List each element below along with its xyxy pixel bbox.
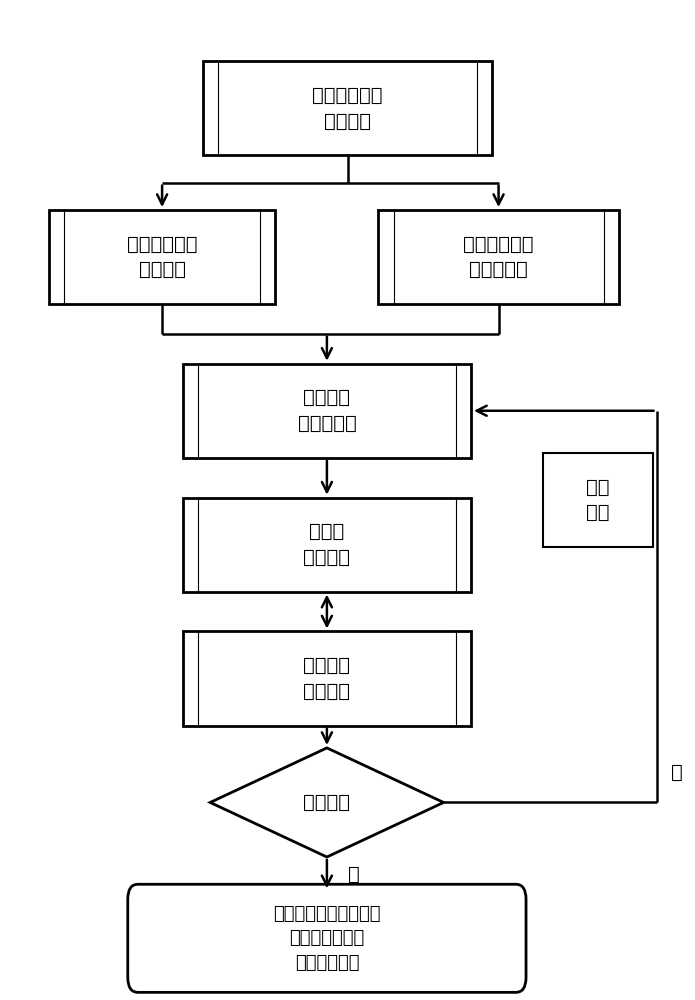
Text: 建立标准模型数据库，
形成气缸套优化
设计标准流程: 建立标准模型数据库， 形成气缸套优化 设计标准流程 (273, 905, 381, 972)
Text: 结构强度
刚度校核: 结构强度 刚度校核 (304, 656, 350, 701)
Bar (204, 61, 491, 155)
Bar (183, 498, 471, 592)
Text: 结构
优化: 结构 优化 (587, 478, 610, 522)
Text: 关键部位特征
数据采集: 关键部位特征 数据采集 (312, 86, 383, 131)
Bar (378, 210, 619, 304)
Text: 模型关键
尺寸参数化: 模型关键 尺寸参数化 (297, 388, 357, 433)
Text: 否: 否 (671, 763, 683, 782)
Bar (543, 453, 653, 547)
Bar (183, 364, 471, 458)
Text: 是: 是 (348, 865, 360, 884)
FancyBboxPatch shape (128, 884, 526, 992)
Polygon shape (210, 748, 443, 857)
Text: 计算机辅助参
数化建模: 计算机辅助参 数化建模 (127, 235, 197, 279)
Text: 满足要求: 满足要求 (304, 793, 350, 812)
Bar (49, 210, 275, 304)
Bar (183, 631, 471, 726)
Text: 有限元
仿真分析: 有限元 仿真分析 (304, 522, 350, 567)
Text: 活塞缸套组件
运动学分析: 活塞缸套组件 运动学分析 (464, 235, 534, 279)
